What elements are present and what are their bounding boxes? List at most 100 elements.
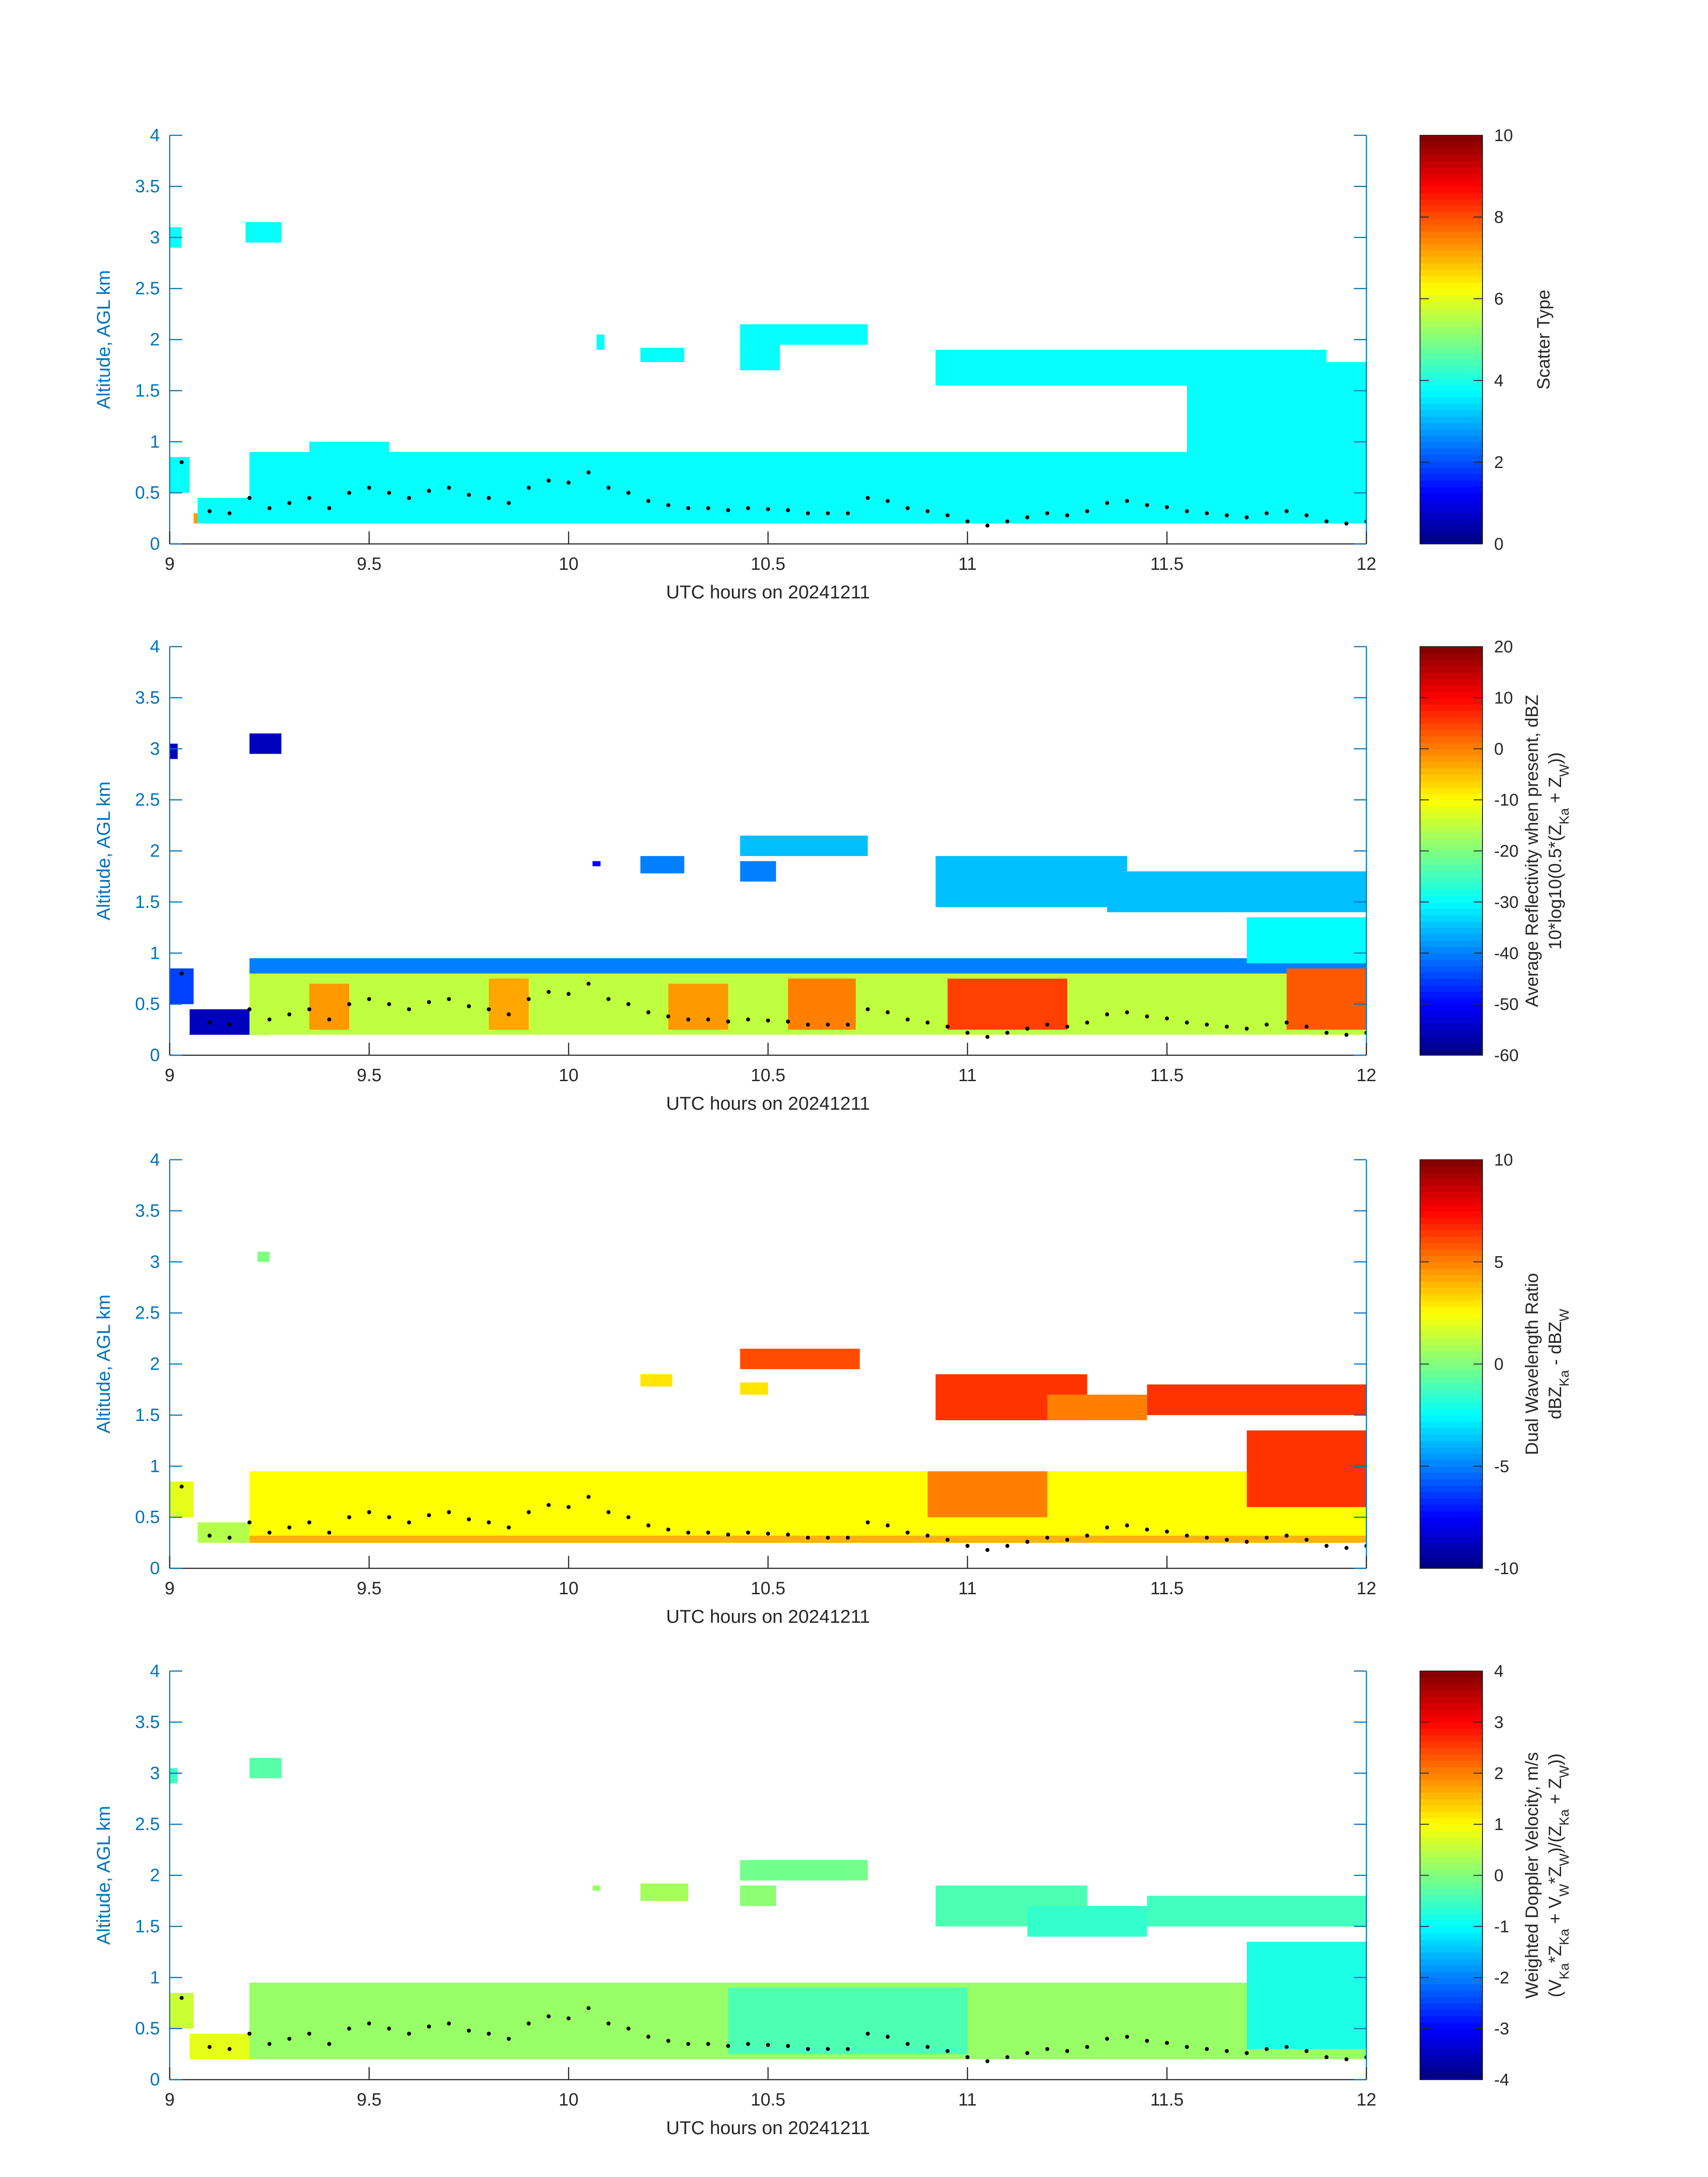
colorbar-segment	[1420, 135, 1482, 142]
colorbar-segment	[1420, 1690, 1482, 1697]
colorbar-segment	[1420, 1472, 1482, 1479]
cloud-base-dot	[586, 2006, 591, 2010]
cloud-base-dot	[1045, 511, 1049, 515]
cloud-base-dot	[1145, 1527, 1149, 1532]
colorbar-tick-label: 6	[1494, 290, 1503, 309]
colorbar-segment	[1420, 1345, 1482, 1352]
colorbar-segment	[1420, 959, 1482, 966]
cloud-base-dot	[706, 506, 710, 510]
colorbar-segment	[1420, 698, 1482, 705]
colorbar-segment	[1420, 346, 1482, 353]
colorbar-segment	[1420, 1728, 1482, 1735]
colorbar-segment	[1420, 1332, 1482, 1339]
cloud-base-dot	[1145, 2039, 1149, 2043]
colorbar-segment	[1420, 672, 1482, 679]
data-region	[1147, 1896, 1366, 1926]
cloud-base-dot	[247, 496, 252, 500]
y-tick-label: 3.5	[135, 688, 160, 707]
colorbar-segment	[1420, 537, 1482, 544]
colorbar-segment	[1420, 1325, 1482, 1333]
cloud-base-dot	[746, 2042, 750, 2046]
cloud-base-dot	[227, 1022, 232, 1027]
colorbar-segment	[1420, 1837, 1482, 1844]
colorbar-segment	[1420, 518, 1482, 526]
cloud-base-dot	[1304, 2049, 1309, 2053]
data-region	[640, 1374, 672, 1387]
cloud-base-dot	[846, 2047, 850, 2051]
colorbar-segment	[1420, 493, 1482, 500]
data-region	[592, 861, 601, 866]
cloud-base-dot	[806, 1535, 810, 1540]
cloud-base-dot	[526, 2021, 531, 2026]
colorbar-segment	[1420, 819, 1482, 826]
cloud-base-dot	[407, 1520, 411, 1525]
cloud-base-dot	[367, 485, 372, 490]
cloud-base-dot	[387, 2027, 391, 2031]
colorbar-segment	[1420, 1029, 1482, 1037]
colorbar-segment	[1420, 1773, 1482, 1780]
cloud-base-dot	[1065, 1024, 1069, 1029]
cloud-base-dot	[307, 1007, 312, 1011]
colorbar-segment	[1420, 308, 1482, 315]
cloud-base-dot	[906, 506, 910, 510]
colorbar-segment	[1420, 1166, 1482, 1173]
colorbar-frame	[1420, 135, 1483, 544]
data-region	[1247, 917, 1366, 964]
cloud-base-dot	[407, 496, 411, 500]
colorbar-tick-label: -4	[1494, 2071, 1509, 2089]
cloud-base-dot	[1025, 1540, 1030, 1544]
colorbar-segment	[1420, 1313, 1482, 1320]
cloud-base-dot	[726, 1533, 731, 1537]
colorbar-segment	[1420, 991, 1482, 999]
x-tick-label: 9.5	[357, 1066, 382, 1085]
colorbar-tick-label: -10	[1494, 1559, 1519, 1578]
colorbar-segment	[1420, 1402, 1482, 1409]
data-region	[309, 983, 349, 1030]
cloud-base-dot	[1344, 521, 1349, 526]
colorbar-segment	[1420, 1236, 1482, 1243]
cloud-base-dot	[1244, 1540, 1249, 1544]
colorbar-segment	[1420, 1408, 1482, 1416]
colorbar-segment	[1420, 486, 1482, 493]
colorbar-segment	[1420, 844, 1482, 852]
colorbar-segment	[1420, 1741, 1482, 1748]
data-region	[788, 978, 856, 1030]
cloud-base-dot	[427, 1513, 431, 1517]
chart-panel-1: 00.511.522.533.549 9.5 10 10.5 11 11.5 12Altit…	[93, 125, 1553, 602]
colorbar-segment	[1420, 1242, 1482, 1250]
colorbar-segment	[1420, 1338, 1482, 1345]
cloud-base-dot	[1284, 1020, 1289, 1025]
cloud-base-dot	[1085, 1534, 1090, 1538]
cloud-base-dot	[1005, 1031, 1010, 1035]
data-region	[592, 1885, 601, 1891]
cloud-base-dot	[606, 485, 611, 490]
cloud-base-dot	[746, 1530, 750, 1535]
cloud-base-dot	[207, 1020, 212, 1025]
cloud-base-dot	[826, 1535, 830, 1540]
colorbar-segment	[1420, 192, 1482, 200]
cloud-base-dot	[965, 1544, 970, 1548]
colorbar-label: dBZKa - dBZW	[1545, 1308, 1572, 1419]
data-region	[193, 513, 198, 524]
colorbar-tick-label: 10	[1494, 689, 1513, 707]
cloud-base-dot	[387, 1002, 391, 1007]
colorbar-segment	[1420, 902, 1482, 909]
colorbar-segment	[1420, 1492, 1482, 1499]
cloud-base-dot	[1145, 503, 1149, 507]
colorbar-segment	[1420, 1351, 1482, 1358]
colorbar-segment	[1420, 282, 1482, 289]
data-region	[249, 958, 1366, 974]
colorbar-segment	[1420, 231, 1482, 238]
data-region	[1047, 1395, 1147, 1421]
colorbar-segment	[1420, 359, 1482, 366]
cloud-base-dot	[1344, 1032, 1349, 1037]
cloud-base-dot	[1105, 501, 1109, 505]
x-tick-label: 10.5	[751, 1579, 785, 1598]
colorbar-segment	[1420, 1964, 1482, 1972]
colorbar-segment	[1420, 851, 1482, 858]
colorbar-segment	[1420, 1984, 1482, 1991]
colorbar-segment	[1420, 1370, 1482, 1378]
cloud-base-dot	[1205, 1535, 1209, 1540]
colorbar-segment	[1420, 1287, 1482, 1295]
colorbar-segment	[1420, 678, 1482, 685]
